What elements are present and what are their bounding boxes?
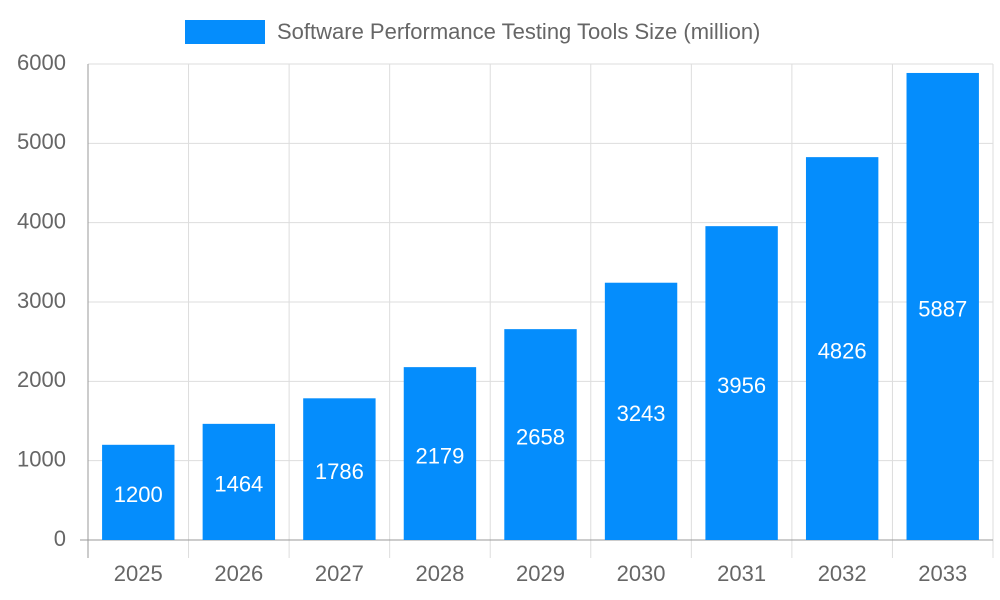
bar (805, 157, 879, 540)
data-label: 3243 (617, 401, 666, 426)
x-tick-label: 2033 (918, 561, 967, 586)
x-tick-label: 2030 (617, 561, 666, 586)
y-tick-label: 1000 (17, 446, 66, 471)
y-tick-label: 6000 (17, 50, 66, 75)
x-tick-label: 2031 (717, 561, 766, 586)
data-label: 3956 (717, 373, 766, 398)
x-tick-label: 2026 (214, 561, 263, 586)
y-tick-label: 4000 (17, 208, 66, 233)
data-label: 2179 (415, 443, 464, 468)
data-label: 1464 (214, 472, 263, 497)
bar (906, 72, 979, 541)
data-label: 4826 (818, 338, 867, 363)
data-label: 5887 (918, 296, 967, 321)
x-tick-label: 2025 (114, 561, 163, 586)
data-label: 2658 (516, 424, 565, 449)
x-tick-label: 2032 (818, 561, 867, 586)
bar (504, 329, 577, 540)
y-tick-label: 2000 (17, 367, 66, 392)
bar (303, 398, 376, 540)
bar (102, 444, 175, 540)
y-tick-label: 0 (54, 526, 66, 551)
bar (604, 282, 678, 540)
y-tick-label: 5000 (17, 129, 66, 154)
x-tick-label: 2027 (315, 561, 364, 586)
x-tick-label: 2028 (415, 561, 464, 586)
y-tick-label: 3000 (17, 288, 66, 313)
x-tick-label: 2029 (516, 561, 565, 586)
bar (403, 367, 477, 540)
bar (705, 226, 778, 540)
bar (202, 423, 276, 540)
legend-swatch (185, 20, 265, 44)
data-label: 1786 (315, 459, 364, 484)
data-label: 1200 (114, 482, 163, 507)
legend-label: Software Performance Testing Tools Size … (277, 19, 760, 44)
